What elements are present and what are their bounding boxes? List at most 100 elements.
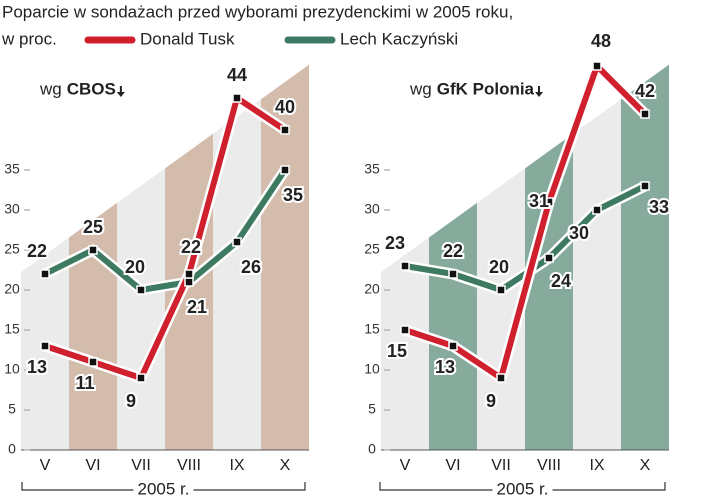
- x-tick-label: VII: [491, 457, 511, 474]
- point-marker: [592, 61, 602, 71]
- y-tick-label: 25: [4, 241, 20, 257]
- x-tick-label: X: [640, 457, 651, 474]
- label-bg: [133, 479, 194, 499]
- x-axis-label: 2005 r.: [497, 479, 549, 498]
- point-marker: [496, 285, 506, 295]
- y-tick-label: 0: [368, 441, 376, 457]
- x-tick-label: V: [400, 457, 411, 474]
- point-marker: [544, 197, 554, 207]
- x-tick-label: IX: [589, 457, 604, 474]
- data-label: 15: [387, 341, 407, 361]
- background-band: [165, 133, 213, 450]
- point-marker: [280, 165, 290, 175]
- y-tick-label: 30: [4, 201, 20, 217]
- data-label: 23: [385, 233, 405, 253]
- background-band: [573, 99, 621, 450]
- y-tick-label: 10: [364, 361, 380, 377]
- point-marker: [400, 325, 410, 335]
- y-tick-label: 20: [364, 281, 380, 297]
- point-marker: [40, 341, 50, 351]
- background-band: [621, 64, 669, 450]
- data-label: 21: [187, 297, 207, 317]
- data-label: 31: [529, 191, 549, 211]
- background-band: [261, 64, 309, 450]
- point-marker: [136, 373, 146, 383]
- background-band: [381, 237, 429, 450]
- point-marker: [448, 341, 458, 351]
- background-band: [525, 133, 573, 450]
- point-marker: [136, 285, 146, 295]
- title: w proc.: [1, 29, 57, 48]
- background-band: [477, 168, 525, 450]
- x-tick-label: VII: [131, 457, 151, 474]
- legend-label: Donald Tusk: [140, 29, 235, 48]
- data-label: 40: [275, 97, 295, 117]
- point-marker: [544, 253, 554, 263]
- data-label: 20: [489, 257, 509, 277]
- data-label: 24: [551, 271, 571, 291]
- data-label: 44: [227, 65, 247, 85]
- data-label: 26: [241, 257, 261, 277]
- y-tick-label: 5: [8, 401, 16, 417]
- arrow-icon: [116, 86, 125, 97]
- point-marker: [184, 269, 194, 279]
- point-marker: [640, 181, 650, 191]
- data-label: 33: [649, 197, 669, 217]
- point-marker: [232, 237, 242, 247]
- x-tick-label: VI: [85, 457, 100, 474]
- data-label: 22: [181, 237, 201, 257]
- data-label: 13: [435, 357, 455, 377]
- source: GfK Polonia: [437, 79, 535, 98]
- source-prefix: wg: [409, 79, 432, 98]
- source-prefix: wg: [39, 79, 62, 98]
- data-label: 42: [635, 81, 655, 101]
- point-marker: [400, 261, 410, 271]
- y-tick-label: 15: [364, 321, 380, 337]
- y-tick-label: 10: [4, 361, 20, 377]
- data-label: 9: [126, 391, 136, 411]
- title: Poparcie w sondażach przed wyborami prez…: [2, 2, 513, 21]
- line: [44, 95, 287, 381]
- y-tick-label: 25: [364, 241, 380, 257]
- y-tick-label: 30: [364, 201, 380, 217]
- data-label: 48: [591, 31, 611, 51]
- y-tick-label: 35: [364, 161, 380, 177]
- point-marker: [496, 373, 506, 383]
- line: [43, 168, 288, 293]
- point-marker: [448, 269, 458, 279]
- x-axis-label: 2005 r.: [138, 479, 190, 498]
- legend-label: Lech Kaczyński: [340, 29, 458, 48]
- x-tick-label: VIII: [177, 457, 201, 474]
- data-label: 20: [125, 257, 145, 277]
- background-band: [429, 202, 477, 450]
- y-tick-label: 35: [4, 161, 20, 177]
- data-label: 25: [83, 217, 103, 237]
- background-band: [213, 99, 261, 450]
- point-marker: [184, 277, 194, 287]
- point-marker: [640, 109, 650, 119]
- x-tick-label: IX: [229, 457, 244, 474]
- x-tick-label: V: [40, 457, 51, 474]
- data-label: 22: [443, 241, 463, 261]
- point-marker: [592, 205, 602, 215]
- arrow-icon: [535, 86, 544, 97]
- x-tick-label: X: [280, 457, 291, 474]
- data-label: 35: [283, 185, 303, 205]
- data-label: 9: [486, 391, 496, 411]
- y-tick-label: 15: [4, 321, 20, 337]
- point-marker: [40, 269, 50, 279]
- data-label: 13: [27, 357, 47, 377]
- data-label: 11: [75, 373, 94, 393]
- background-band: [69, 202, 117, 450]
- point-marker: [88, 245, 98, 255]
- y-tick-label: 0: [8, 441, 16, 457]
- point-marker: [280, 125, 290, 135]
- line: [404, 63, 648, 381]
- data-label: 22: [27, 241, 47, 261]
- source: CBOS: [67, 79, 116, 98]
- point-marker: [88, 357, 98, 367]
- background-band: [117, 168, 165, 450]
- data-label: 30: [569, 223, 589, 243]
- point-marker: [232, 93, 242, 103]
